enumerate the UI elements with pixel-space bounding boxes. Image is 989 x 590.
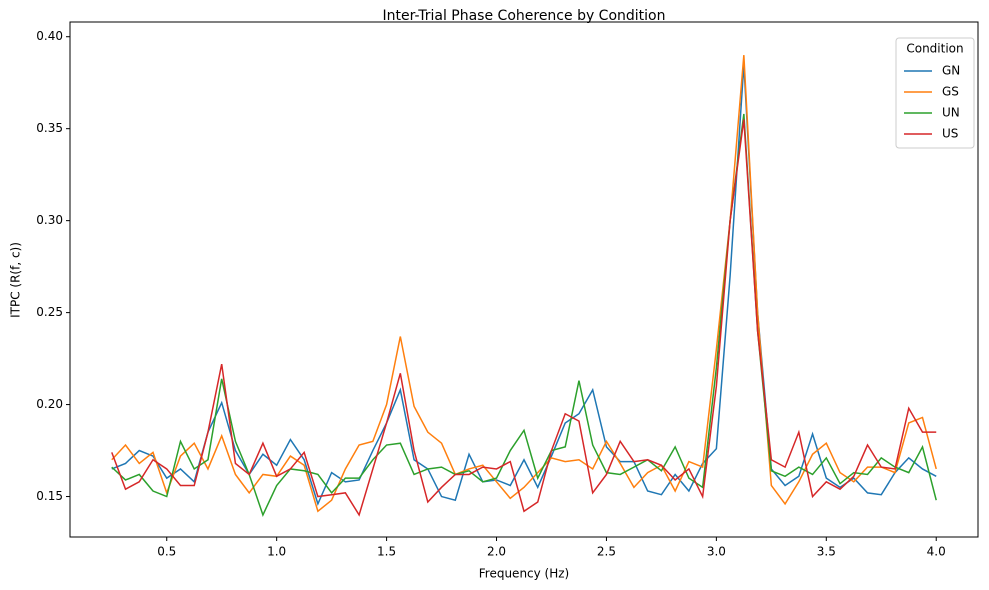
x-tick-label: 3.0 (707, 545, 726, 559)
y-tick-label: 0.40 (36, 29, 63, 43)
x-tick-label: 3.5 (817, 545, 836, 559)
legend-box (895, 37, 975, 149)
y-axis-label: ITPC (R(f, c)) (9, 242, 23, 318)
y-tick-label: 0.35 (36, 121, 63, 135)
legend-label: GS (942, 85, 959, 99)
x-tick-label: 2.0 (487, 545, 506, 559)
x-tick-label: 1.0 (267, 545, 286, 559)
legend-title: Condition (906, 42, 963, 56)
x-tick-label: 2.5 (597, 545, 616, 559)
y-tick-label: 0.30 (36, 213, 63, 227)
y-tick-label: 0.20 (36, 397, 63, 411)
chart-title: Inter-Trial Phase Coherence by Condition (383, 8, 666, 24)
plot-frame (69, 21, 979, 538)
line-series (111, 55, 937, 513)
legend-label: UN (942, 106, 960, 120)
x-axis-label: Frequency (Hz) (479, 567, 570, 581)
legend-label: US (942, 127, 958, 141)
line-series (111, 119, 937, 517)
y-tick-label: 0.15 (36, 489, 63, 503)
legend-label: GN (942, 64, 960, 78)
x-tick-label: 0.5 (157, 545, 176, 559)
y-tick-label: 0.25 (36, 305, 63, 319)
x-tick-label: 4.0 (927, 545, 946, 559)
x-tick-label: 1.5 (377, 545, 396, 559)
